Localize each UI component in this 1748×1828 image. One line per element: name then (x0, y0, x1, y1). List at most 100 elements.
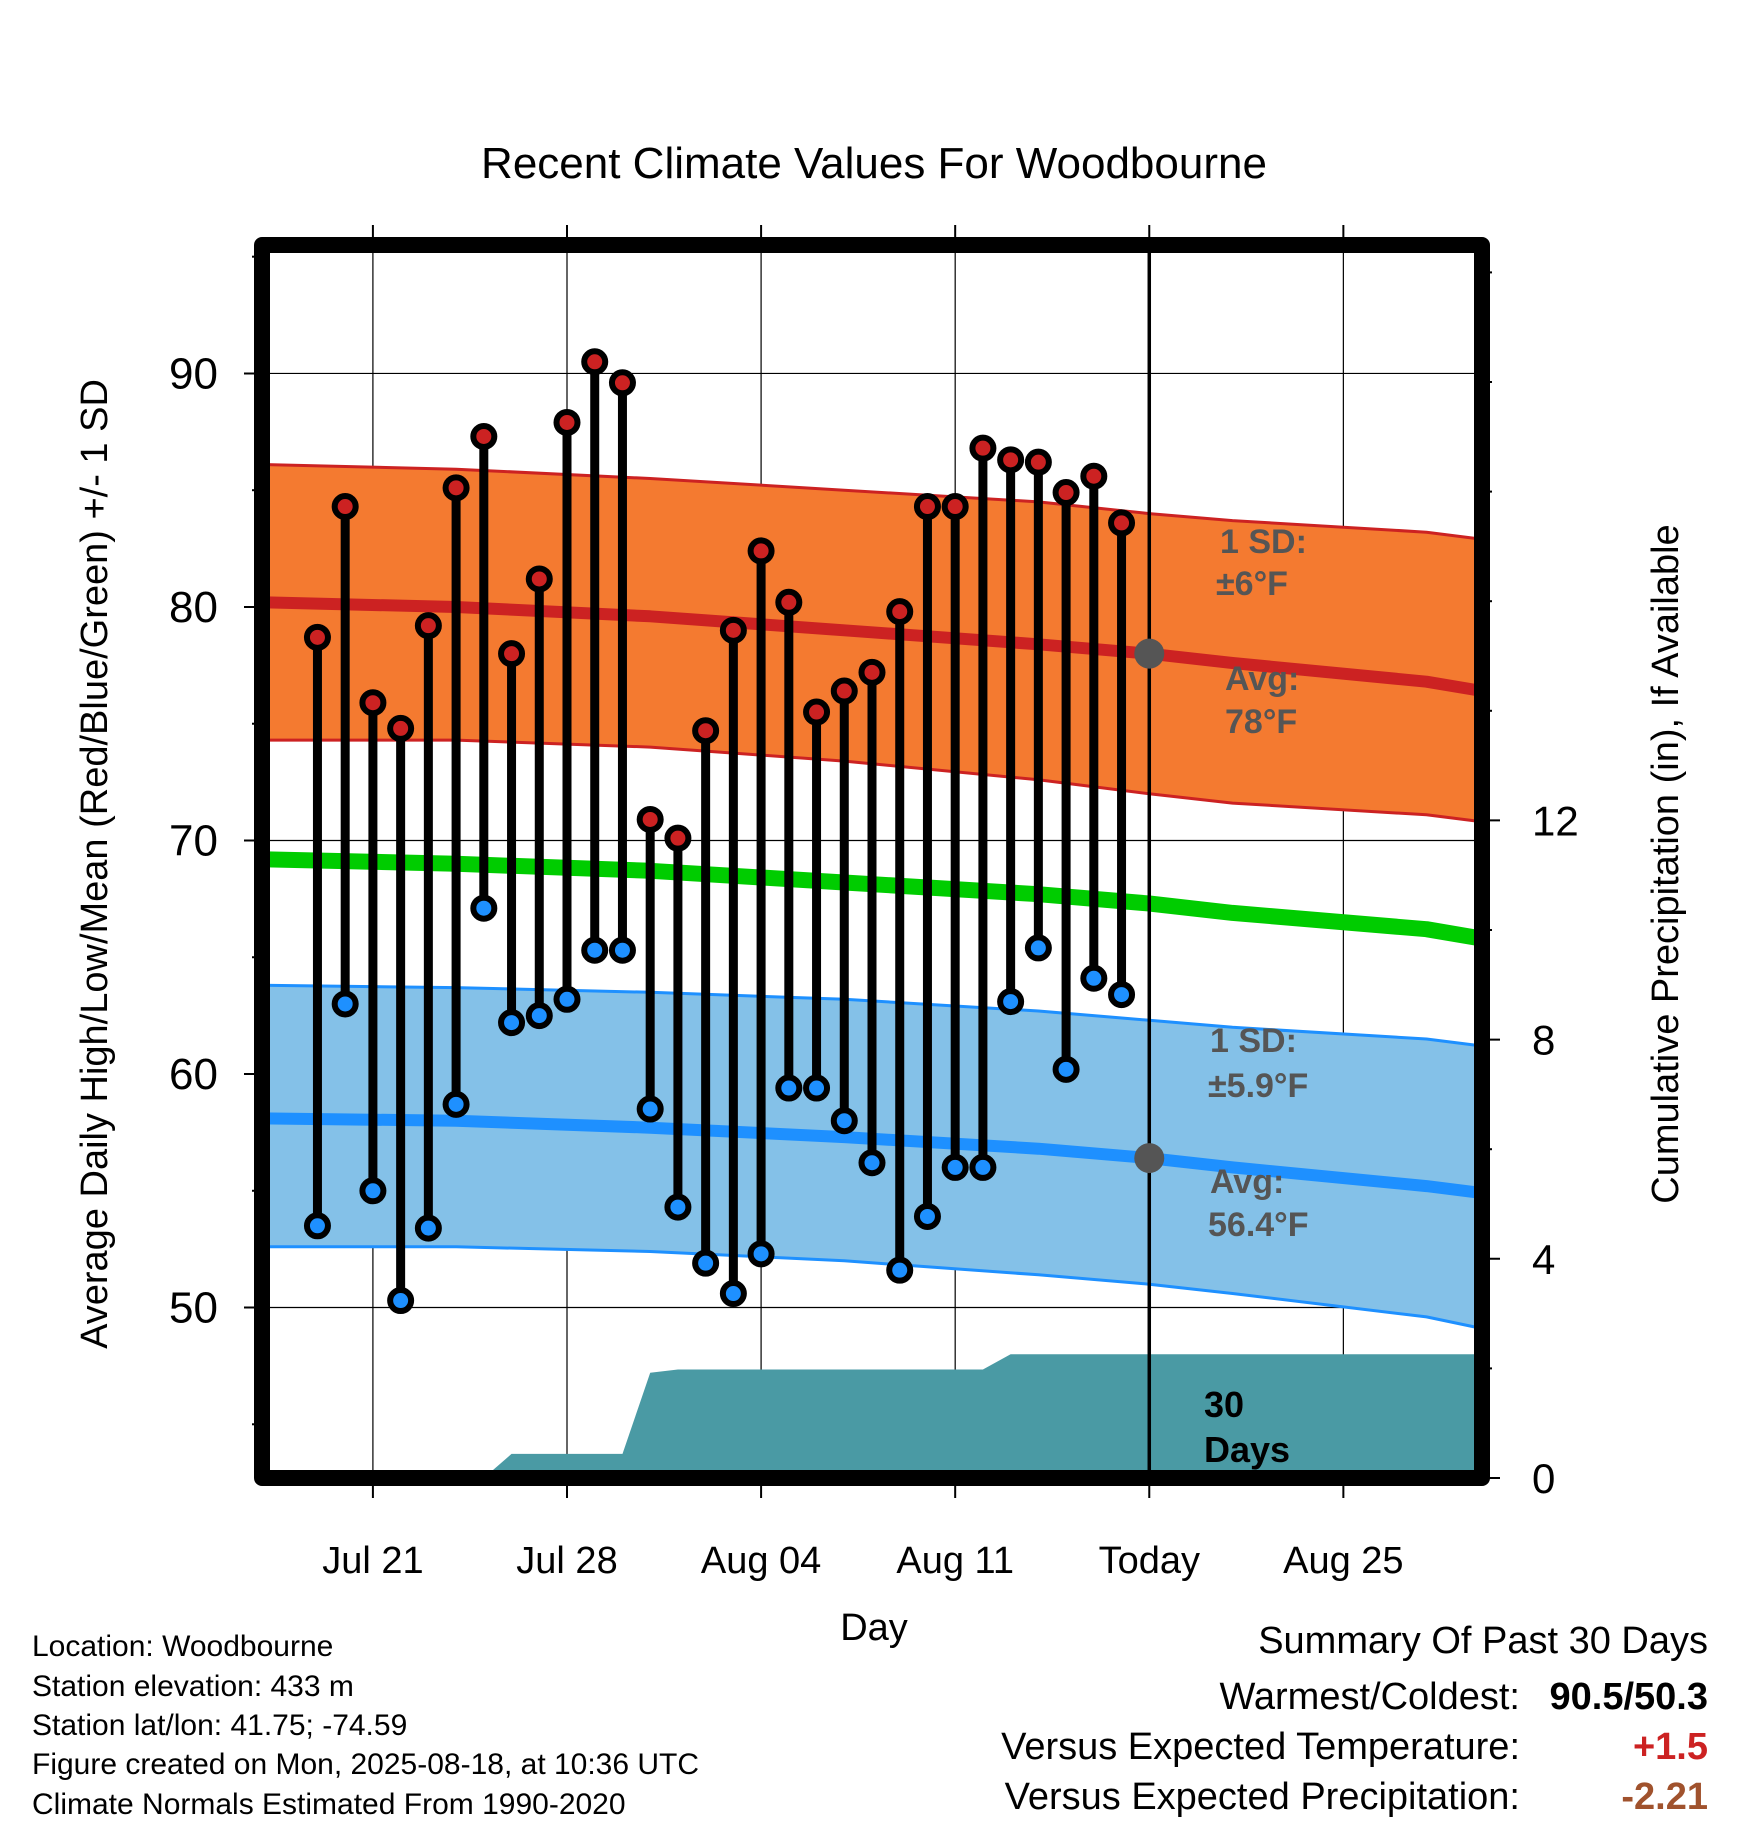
chart-title: Recent Climate Values For Woodbourne (481, 139, 1267, 188)
daily-high-point (525, 565, 553, 593)
plot-border (254, 237, 1490, 1486)
today-low-avg-marker (1134, 1143, 1165, 1174)
precip-label: Versus Expected Precipitation: (1004, 1776, 1520, 1818)
daily-high-point (498, 640, 526, 668)
low-avg-line (261, 1112, 1483, 1200)
daily-low-point (1024, 934, 1052, 962)
daily-bars (303, 348, 1165, 1315)
precip-value: -2.21 (1621, 1776, 1708, 1818)
y-axis-label: Average Daily High/Low/Mean (Red/Blue/Gr… (74, 379, 116, 1349)
daily-high-point (359, 689, 387, 717)
daily-low-point (913, 1202, 941, 1230)
daily-high-point (997, 446, 1025, 474)
temp-label: Versus Expected Temperature: (1001, 1726, 1520, 1768)
y2-tick-label: 4 (1532, 1236, 1555, 1283)
daily-low-point (719, 1280, 747, 1308)
low-lower-line (262, 1245, 1483, 1330)
y-tick-label: 80 (169, 583, 218, 632)
daily-high-point (1080, 462, 1108, 490)
daily-high-point (747, 537, 775, 565)
daily-high-point (303, 623, 331, 651)
footer-elevation: Station elevation: 433 m (32, 1670, 354, 1703)
daily-high-point (775, 588, 803, 616)
daily-high-point (858, 658, 886, 686)
y-tick-label: 90 (169, 349, 218, 398)
y2-tick-label: 12 (1532, 797, 1579, 844)
high-sd-label: 1 SD: (1220, 523, 1307, 561)
daily-high-point (553, 408, 581, 436)
precip-cumulative-area (262, 1354, 1482, 1478)
daily-high-point (442, 474, 470, 502)
low-avg-label: Avg: (1210, 1163, 1284, 1201)
footer-latlon: Station lat/lon: 41.75; -74.59 (32, 1709, 408, 1742)
daily-low-point (692, 1249, 720, 1277)
y2-tick-label: 0 (1532, 1455, 1555, 1502)
days-word: Days (1204, 1429, 1290, 1470)
daily-low-point (1108, 981, 1136, 1009)
daily-high-point (470, 422, 498, 450)
daily-low-point (1080, 964, 1108, 992)
daily-low-point (747, 1240, 775, 1268)
x-axis-label: Day (840, 1607, 908, 1649)
warm-cold-label: Warmest/Coldest: (1219, 1676, 1520, 1718)
y2-tick-label: 8 (1532, 1017, 1555, 1064)
x-tick-label: Today (1099, 1540, 1200, 1582)
daily-low-point (803, 1074, 831, 1102)
daily-high-point (608, 369, 636, 397)
daily-low-point (387, 1287, 415, 1315)
daily-high-point (387, 714, 415, 742)
daily-low-point (498, 1009, 526, 1037)
plot-frame (254, 237, 1490, 1486)
high-avg-value: 78°F (1225, 703, 1297, 741)
high-sd-value: ±6°F (1216, 565, 1288, 603)
daily-low-point (941, 1153, 969, 1181)
daily-low-point (303, 1212, 331, 1240)
daily-high-point (664, 824, 692, 852)
summary-title: Summary Of Past 30 Days (1258, 1620, 1708, 1662)
daily-low-point (414, 1214, 442, 1242)
x-tick-label: Aug 04 (701, 1540, 821, 1582)
daily-low-point (664, 1193, 692, 1221)
footer-created: Figure created on Mon, 2025-08-18, at 10… (32, 1748, 700, 1781)
axis-ticks: 50 60 70 80 90 0 4 8 12 Jul 21 Jul 28 Aug 04 Aug 11 T… (169, 225, 1579, 1582)
daily-high-point (969, 434, 997, 462)
daily-high-point (719, 616, 747, 644)
daily-low-point (331, 990, 359, 1018)
y-tick-label: 50 (169, 1284, 218, 1333)
daily-high-point (1024, 448, 1052, 476)
low-upper-line (261, 983, 1483, 1048)
footer-normals: Climate Normals Estimated From 1990-2020 (32, 1788, 626, 1821)
daily-low-point (553, 985, 581, 1013)
daily-low-point (608, 936, 636, 964)
daily-low-point (525, 1002, 553, 1030)
low-sd-label: 1 SD: (1210, 1022, 1297, 1060)
daily-high-point (803, 698, 831, 726)
x-tick-label: Jul 21 (322, 1540, 423, 1582)
x-tick-label: Aug 11 (896, 1540, 1014, 1582)
x-tick-label: Aug 25 (1283, 1540, 1403, 1582)
summary-temp: Versus Expected Temperature: +1.5 (1001, 1726, 1708, 1769)
daily-high-point (830, 677, 858, 705)
daily-low-point (997, 988, 1025, 1016)
daily-high-point (331, 493, 359, 521)
footer-location: Location: Woodbourne (32, 1630, 334, 1663)
low-sd-value: ±5.9°F (1208, 1067, 1308, 1105)
daily-high-point (636, 805, 664, 833)
days-number: 30 (1204, 1384, 1244, 1425)
precipitation-area (262, 1354, 1482, 1478)
daily-low-point (442, 1090, 470, 1118)
daily-low-point (830, 1107, 858, 1135)
summary-precip: Versus Expected Precipitation: -2.21 (1005, 1776, 1708, 1819)
daily-low-point (969, 1153, 997, 1181)
daily-high-point (886, 598, 914, 626)
daily-low-point (636, 1095, 664, 1123)
daily-high-point (1052, 479, 1080, 507)
daily-low-point (775, 1074, 803, 1102)
y2-axis-label: Cumulative Precipitation (in), If Availa… (1645, 524, 1687, 1203)
y-tick-label: 70 (169, 816, 218, 865)
low-avg-value: 56.4°F (1208, 1206, 1309, 1244)
daily-high-point (692, 717, 720, 745)
daily-low-point (858, 1149, 886, 1177)
high-avg-label: Avg: (1225, 660, 1299, 698)
annotations: 1 SD: ±6°F Avg: 78°F 1 SD: ±5.9°F Avg: 56.4°F 30… (1204, 523, 1309, 1470)
